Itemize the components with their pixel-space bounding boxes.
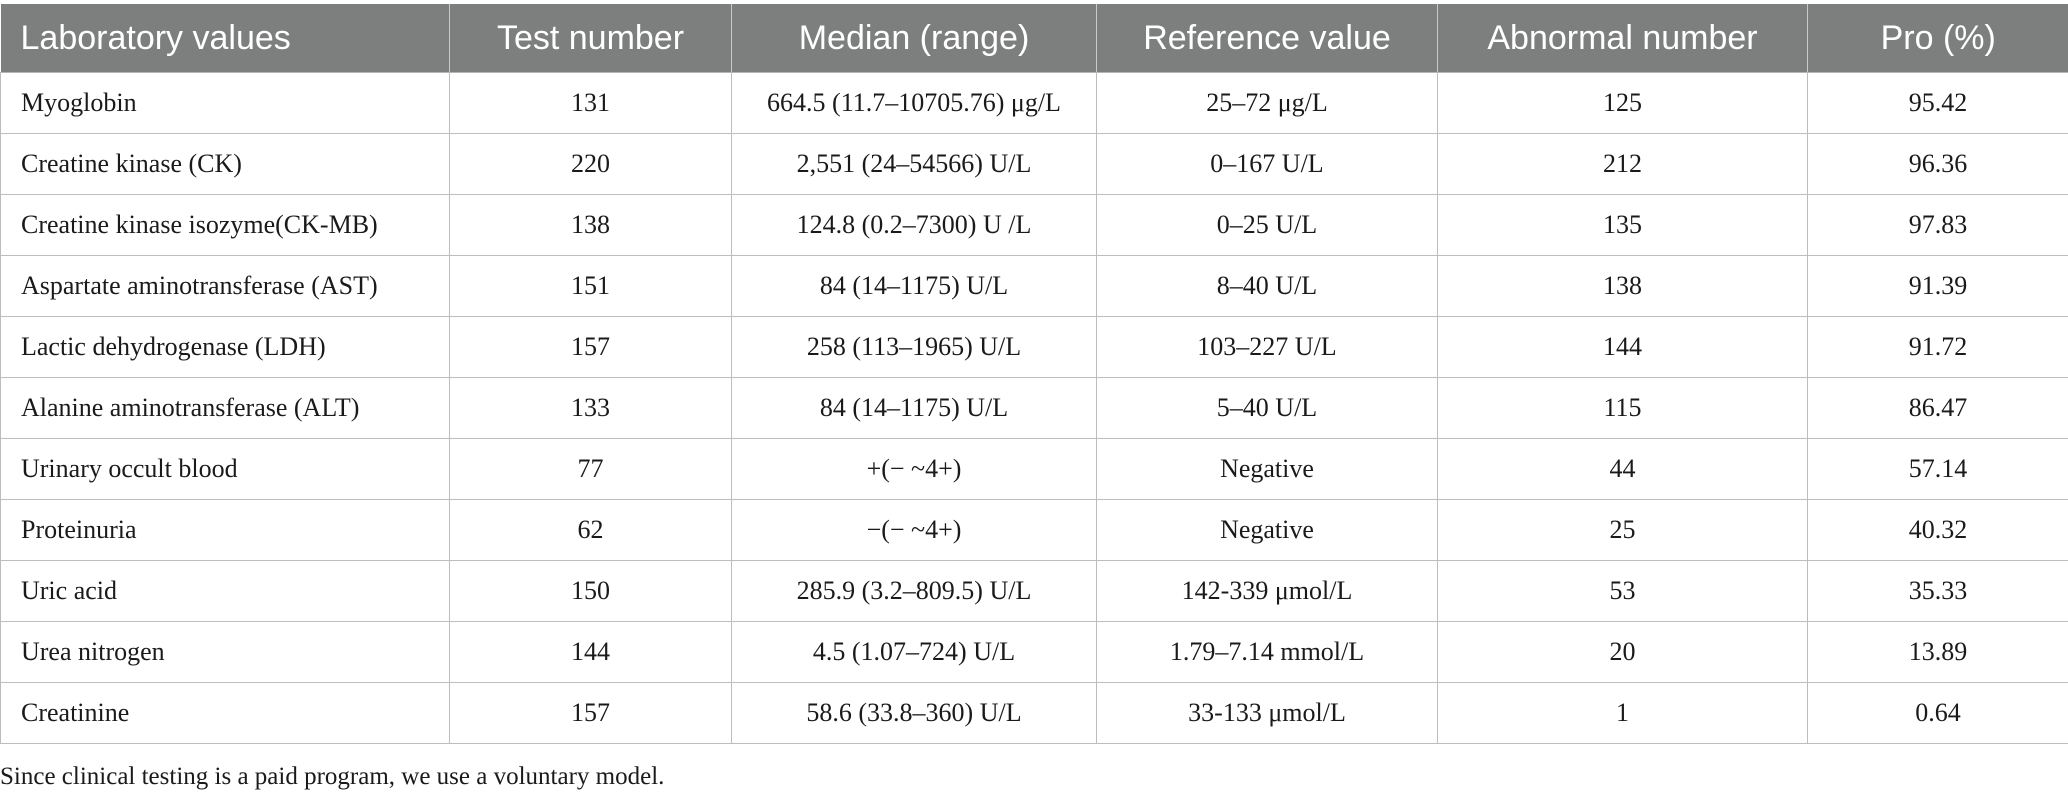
cell-abnormal-number: 53 bbox=[1437, 560, 1808, 622]
header-row: Laboratory values Test number Median (ra… bbox=[0, 4, 2068, 73]
cell-median-range: 258 (113–1965) U/L bbox=[731, 316, 1097, 378]
cell-laboratory-value: Uric acid bbox=[0, 560, 450, 622]
cell-test-number: 157 bbox=[449, 316, 732, 378]
header-test-number: Test number bbox=[449, 4, 732, 73]
cell-pro-percent: 86.47 bbox=[1807, 377, 2068, 439]
cell-laboratory-value: Creatinine bbox=[0, 682, 450, 744]
cell-reference-value: 1.79–7.14 mmol/L bbox=[1096, 621, 1438, 683]
cell-pro-percent: 95.42 bbox=[1807, 72, 2068, 134]
cell-median-range: 4.5 (1.07–724) U/L bbox=[731, 621, 1097, 683]
cell-median-range: 664.5 (11.7–10705.76) μg/L bbox=[731, 72, 1097, 134]
cell-abnormal-number: 144 bbox=[1437, 316, 1808, 378]
header-pro-percent: Pro (%) bbox=[1807, 4, 2068, 73]
cell-abnormal-number: 44 bbox=[1437, 438, 1808, 500]
cell-reference-value: Negative bbox=[1096, 499, 1438, 561]
table-row: Creatine kinase (CK) 220 2,551 (24–54566) … bbox=[0, 133, 2068, 195]
cell-pro-percent: 97.83 bbox=[1807, 194, 2068, 256]
cell-laboratory-value: Creatine kinase (CK) bbox=[0, 133, 450, 195]
cell-reference-value: 5–40 U/L bbox=[1096, 377, 1438, 439]
cell-abnormal-number: 1 bbox=[1437, 682, 1808, 744]
cell-abnormal-number: 20 bbox=[1437, 621, 1808, 683]
cell-abnormal-number: 125 bbox=[1437, 72, 1808, 134]
table-row: Proteinuria 62 −(− ~4+) Negative 25 40.32 bbox=[0, 499, 2068, 561]
cell-reference-value: 103–227 U/L bbox=[1096, 316, 1438, 378]
cell-test-number: 62 bbox=[449, 499, 732, 561]
cell-test-number: 220 bbox=[449, 133, 732, 195]
cell-test-number: 144 bbox=[449, 621, 732, 683]
cell-laboratory-value: Urinary occult blood bbox=[0, 438, 450, 500]
cell-reference-value: 33-133 μmol/L bbox=[1096, 682, 1438, 744]
cell-test-number: 151 bbox=[449, 255, 732, 317]
cell-reference-value: 8–40 U/L bbox=[1096, 255, 1438, 317]
cell-reference-value: 0–167 U/L bbox=[1096, 133, 1438, 195]
table-footnote: Since clinical testing is a paid program… bbox=[0, 763, 665, 790]
cell-laboratory-value: Lactic dehydrogenase (LDH) bbox=[0, 316, 450, 378]
cell-pro-percent: 13.89 bbox=[1807, 621, 2068, 683]
table-row: Creatine kinase isozyme(CK-MB) 138 124.8 (… bbox=[0, 194, 2068, 256]
cell-reference-value: Negative bbox=[1096, 438, 1438, 500]
cell-median-range: 285.9 (3.2–809.5) U/L bbox=[731, 560, 1097, 622]
cell-test-number: 138 bbox=[449, 194, 732, 256]
table-row: Uric acid 150 285.9 (3.2–809.5) U/L 142-339… bbox=[0, 560, 2068, 622]
cell-abnormal-number: 138 bbox=[1437, 255, 1808, 317]
cell-laboratory-value: Urea nitrogen bbox=[0, 621, 450, 683]
cell-test-number: 133 bbox=[449, 377, 732, 439]
cell-reference-value: 25–72 μg/L bbox=[1096, 72, 1438, 134]
cell-pro-percent: 35.33 bbox=[1807, 560, 2068, 622]
cell-test-number: 131 bbox=[449, 72, 732, 134]
cell-laboratory-value: Alanine aminotransferase (ALT) bbox=[0, 377, 450, 439]
cell-median-range: 58.6 (33.8–360) U/L bbox=[731, 682, 1097, 744]
cell-median-range: 84 (14–1175) U/L bbox=[731, 255, 1097, 317]
cell-test-number: 150 bbox=[449, 560, 732, 622]
cell-laboratory-value: Myoglobin bbox=[0, 72, 450, 134]
header-abnormal-number: Abnormal number bbox=[1437, 4, 1808, 73]
cell-median-range: +(− ~4+) bbox=[731, 438, 1097, 500]
cell-median-range: 84 (14–1175) U/L bbox=[731, 377, 1097, 439]
cell-pro-percent: 40.32 bbox=[1807, 499, 2068, 561]
table-row: Urea nitrogen 144 4.5 (1.07–724) U/L 1.79–7… bbox=[0, 621, 2068, 683]
cell-pro-percent: 96.36 bbox=[1807, 133, 2068, 195]
table-body: Myoglobin 131 664.5 (11.7–10705.76) μg/L 25… bbox=[0, 72, 2068, 744]
cell-laboratory-value: Aspartate aminotransferase (AST) bbox=[0, 255, 450, 317]
table-row: Aspartate aminotransferase (AST) 151 84 (1… bbox=[0, 255, 2068, 317]
cell-reference-value: 0–25 U/L bbox=[1096, 194, 1438, 256]
cell-pro-percent: 0.64 bbox=[1807, 682, 2068, 744]
table-header: Laboratory values Test number Median (ra… bbox=[0, 4, 2068, 73]
cell-abnormal-number: 212 bbox=[1437, 133, 1808, 195]
cell-pro-percent: 57.14 bbox=[1807, 438, 2068, 500]
cell-abnormal-number: 135 bbox=[1437, 194, 1808, 256]
cell-abnormal-number: 25 bbox=[1437, 499, 1808, 561]
table-row: Myoglobin 131 664.5 (11.7–10705.76) μg/L 25… bbox=[0, 72, 2068, 134]
cell-median-range: 2,551 (24–54566) U/L bbox=[731, 133, 1097, 195]
table-row: Lactic dehydrogenase (LDH) 157 258 (113–19… bbox=[0, 316, 2068, 378]
cell-pro-percent: 91.72 bbox=[1807, 316, 2068, 378]
cell-laboratory-value: Creatine kinase isozyme(CK-MB) bbox=[0, 194, 450, 256]
cell-median-range: −(− ~4+) bbox=[731, 499, 1097, 561]
lab-values-table: Laboratory values Test number Median (ra… bbox=[0, 4, 2068, 744]
header-median-range: Median (range) bbox=[731, 4, 1097, 73]
cell-laboratory-value: Proteinuria bbox=[0, 499, 450, 561]
cell-pro-percent: 91.39 bbox=[1807, 255, 2068, 317]
table-row: Creatinine 157 58.6 (33.8–360) U/L 33-133 μ… bbox=[0, 682, 2068, 744]
cell-test-number: 157 bbox=[449, 682, 732, 744]
table-row: Urinary occult blood 77 +(− ~4+) Negative 44… bbox=[0, 438, 2068, 500]
cell-reference-value: 142-339 μmol/L bbox=[1096, 560, 1438, 622]
lab-values-table-container: Laboratory values Test number Median (ra… bbox=[0, 4, 2068, 744]
header-reference-value: Reference value bbox=[1096, 4, 1438, 73]
table-row: Alanine aminotransferase (ALT) 133 84 (14–… bbox=[0, 377, 2068, 439]
cell-test-number: 77 bbox=[449, 438, 732, 500]
header-laboratory-values: Laboratory values bbox=[0, 4, 450, 73]
cell-median-range: 124.8 (0.2–7300) U /L bbox=[731, 194, 1097, 256]
cell-abnormal-number: 115 bbox=[1437, 377, 1808, 439]
